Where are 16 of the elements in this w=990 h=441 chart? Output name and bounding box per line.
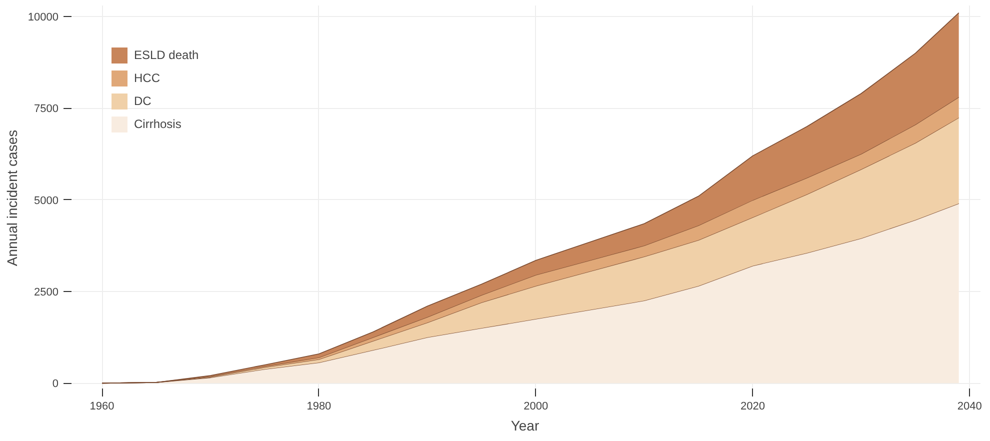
x-tick-label: 2000 — [524, 400, 548, 412]
legend-label: Cirrhosis — [134, 117, 182, 131]
x-tick-label: 2040 — [957, 400, 982, 412]
x-axis-title: Year — [510, 418, 540, 434]
x-tick-label: 2020 — [740, 400, 765, 412]
x-tick-label: 1980 — [306, 400, 332, 412]
y-tick-label: 2500 — [34, 286, 59, 298]
y-tick-label: 7500 — [34, 103, 59, 116]
legend-label: HCC — [134, 71, 160, 85]
legend-label: DC — [134, 94, 152, 108]
y-axis-title: Annual incident cases — [4, 130, 20, 266]
legend-label: ESLD death — [134, 48, 199, 62]
y-tick-label: 0 — [52, 378, 59, 390]
y-tick-label: 10000 — [28, 12, 59, 24]
y-tick-label: 5000 — [34, 194, 59, 207]
x-tick-label: 1960 — [90, 400, 114, 412]
